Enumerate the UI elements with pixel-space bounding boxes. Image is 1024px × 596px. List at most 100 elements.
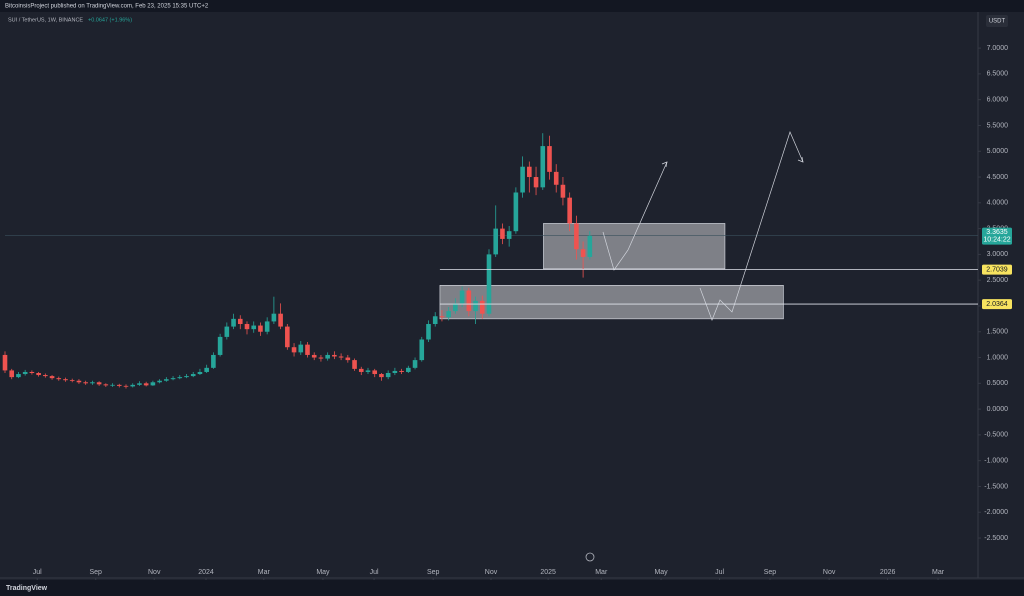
candle-body	[278, 313, 283, 327]
candle-body	[76, 380, 82, 383]
candle-body	[237, 318, 243, 325]
candle-body	[56, 378, 62, 380]
projections	[602, 131, 804, 321]
x-tick-label: Sep	[427, 569, 440, 576]
candle-body	[143, 383, 149, 386]
y-tick-label: -2.0000	[984, 509, 1008, 516]
candle-body	[325, 354, 330, 359]
candle-body	[345, 357, 351, 361]
candle-body	[540, 146, 546, 188]
publisher: BitcoinsisProject published on TradingVi…	[5, 4, 209, 10]
y-tick-label: -2.5000	[984, 535, 1008, 542]
candle-body	[123, 385, 129, 387]
candle-body	[527, 166, 532, 178]
candle-body	[231, 318, 236, 327]
candle-body	[29, 371, 35, 373]
candle-body	[500, 228, 505, 239]
candle-body	[311, 354, 317, 358]
candle-body	[251, 325, 257, 330]
y-tick-label: 2.5000	[987, 277, 1009, 284]
candle-body	[49, 376, 55, 379]
candle-body	[446, 311, 451, 318]
candle-body	[150, 382, 156, 386]
candle-body	[36, 372, 41, 376]
candle-body	[479, 300, 485, 314]
x-tick-label: Mar	[595, 569, 608, 576]
candle-body	[318, 357, 324, 359]
candle-body	[466, 290, 472, 312]
candle-body	[211, 354, 216, 368]
brand: TradingView	[6, 585, 48, 592]
zone	[543, 223, 726, 270]
y-tick-label: 4.5000	[987, 174, 1009, 181]
candle-body	[16, 374, 21, 378]
candle-body	[520, 166, 525, 193]
x-tick-label: 2024	[198, 569, 214, 576]
candle-body	[264, 321, 270, 332]
projection-2	[699, 131, 804, 321]
candle-body	[291, 347, 297, 353]
x-tick-label: Jul	[370, 569, 379, 576]
candle-body	[157, 380, 162, 383]
candle-body	[164, 379, 169, 381]
y-tick-label: 1.5000	[987, 329, 1009, 336]
candle-body	[69, 380, 75, 382]
candle-body	[439, 316, 445, 318]
candle-body	[2, 354, 8, 371]
candle-body	[358, 368, 364, 372]
y-tick-label: 3.0000	[987, 251, 1009, 258]
x-tick-label: May	[316, 569, 330, 576]
candle-body	[399, 370, 404, 372]
y-tick-label: 1.0000	[987, 354, 1009, 361]
candle-body	[285, 326, 290, 348]
last-price-label: 3.3635	[986, 229, 1008, 236]
candle-body	[486, 254, 492, 314]
candle-body	[365, 370, 371, 372]
candle-body	[184, 376, 189, 378]
x-tick-label: Mar	[258, 569, 271, 576]
candle-body	[43, 375, 48, 377]
level-label: 2.7039	[986, 266, 1008, 273]
y-tick-label: 0.5000	[987, 380, 1009, 387]
candle-body	[177, 377, 183, 379]
candle-body	[506, 231, 512, 239]
y-tick-label: -1.5000	[984, 483, 1008, 490]
candle-body	[204, 367, 209, 372]
candle-body	[385, 372, 391, 378]
x-tick-label: 2026	[880, 569, 896, 576]
candle-body	[352, 360, 357, 369]
candle-body	[190, 374, 196, 377]
x-tick-label: Jul	[715, 569, 724, 576]
candle-body	[426, 324, 431, 340]
candle-body	[379, 374, 384, 378]
countdown: 10:24:22	[983, 236, 1010, 243]
x-tick-label: Sep	[90, 569, 103, 576]
x-tick-label: Jul	[33, 569, 42, 576]
x-tick-label: Nov	[823, 569, 836, 576]
candle-body	[580, 249, 586, 257]
x-tick-label: Mar	[932, 569, 945, 576]
candle-body	[298, 344, 304, 353]
change: +0.0647 (+1.96%)	[88, 17, 132, 23]
level-label-box	[982, 299, 1012, 310]
candle-body	[110, 384, 115, 386]
candle-body	[271, 313, 277, 322]
candle-body	[453, 303, 458, 312]
level-label-box	[982, 264, 1012, 275]
zone	[439, 285, 784, 320]
x-tick-label: May	[654, 569, 668, 576]
candle-body	[258, 325, 263, 332]
candle-body	[90, 382, 95, 384]
candle-body	[533, 177, 539, 188]
candle-body	[22, 371, 28, 375]
bottom-bar	[0, 580, 1024, 596]
candle-body	[116, 384, 122, 386]
candle-body	[217, 336, 223, 355]
candle-body	[63, 379, 68, 381]
x-tick-label: Sep	[764, 569, 777, 576]
y-tick-label: 6.5000	[987, 71, 1009, 78]
candle-body	[493, 228, 499, 255]
y-tick-label: -0.5000	[984, 432, 1008, 439]
candle-body	[473, 300, 478, 312]
candle-body	[332, 354, 337, 357]
